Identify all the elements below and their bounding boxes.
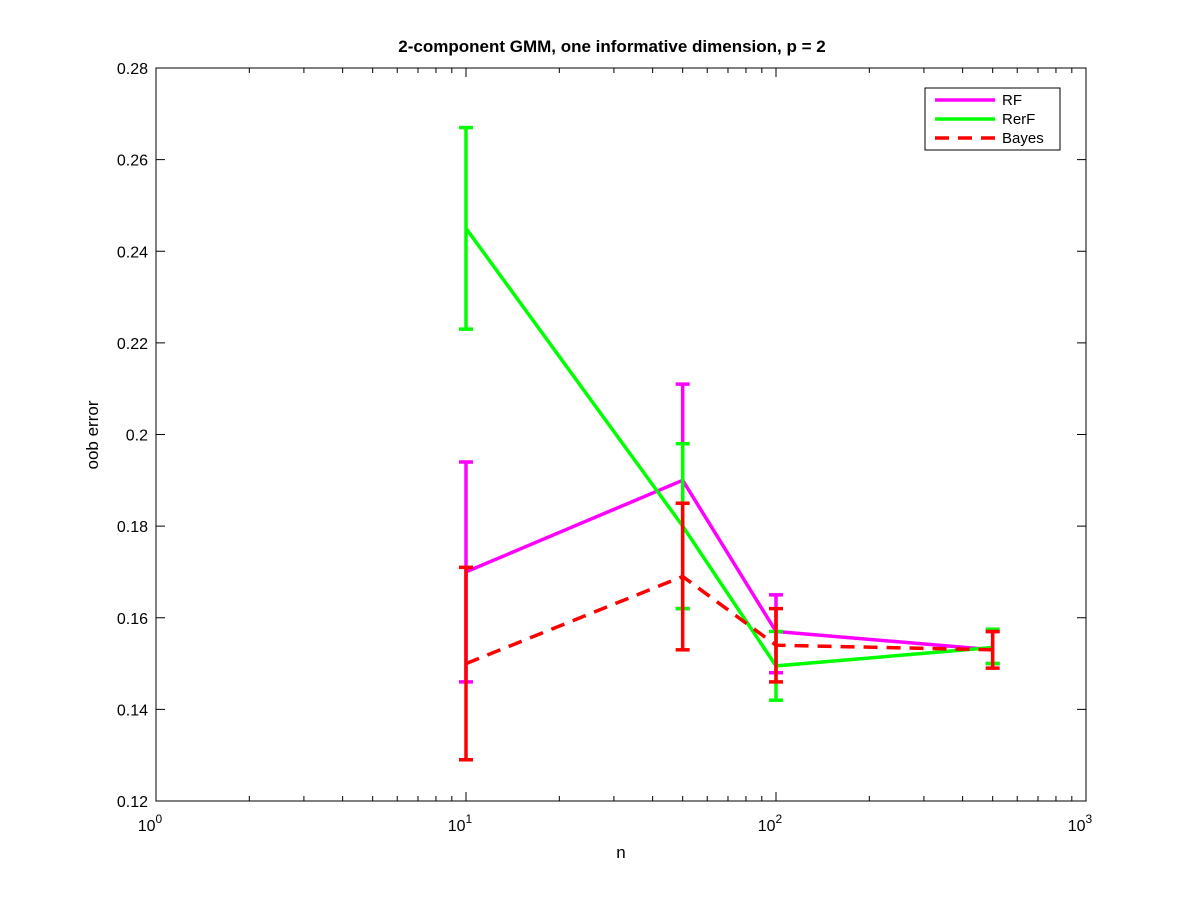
x-tick-exponent: 3 (1086, 812, 1093, 826)
error-bar (675, 501, 690, 652)
x-tick-label: 102 (758, 812, 783, 835)
x-tick-base: 10 (758, 818, 776, 835)
series-layer (459, 125, 1000, 762)
y-axis-label: oob error (83, 400, 102, 469)
series-line-rerf (464, 227, 993, 668)
y-tick-label: 0.12 (117, 794, 148, 811)
x-tick-exponent: 1 (466, 812, 473, 826)
x-tick-exponent: 2 (776, 812, 783, 826)
series-bayes (459, 501, 1000, 762)
legend-label: RF (1002, 92, 1022, 109)
plot-area (155, 67, 1087, 802)
error-bar (769, 606, 783, 684)
error-bar (985, 629, 1000, 670)
series-line-bayes (465, 574, 993, 666)
legend-label: Bayes (1002, 130, 1044, 147)
y-tick-label: 0.22 (117, 336, 148, 353)
x-tick-base: 10 (448, 818, 466, 835)
legend-item-rerf: RerF (935, 111, 1035, 128)
x-tick-base: 10 (1068, 818, 1086, 835)
series-line-rf (465, 478, 993, 652)
error-bar (459, 125, 473, 331)
y-tick-label: 0.28 (117, 61, 148, 78)
legend-item-rf: RF (935, 92, 1022, 109)
y-tick-label: 0.2 (126, 428, 148, 445)
y-tick-labels: 0.12 0.14 0.16 0.18 0.2 0.22 0.24 0.26 0.28 (117, 61, 148, 811)
y-tick-label: 0.14 (117, 702, 148, 719)
error-bar (459, 565, 473, 762)
plot-frame (155, 67, 1087, 802)
y-tick-label: 0.16 (117, 611, 148, 628)
x-tick-label: 101 (448, 812, 473, 835)
x-tick-base: 10 (138, 818, 156, 835)
legend-label: RerF (1002, 111, 1035, 128)
legend: RF RerF Bayes (924, 87, 1061, 151)
x-tick-exponent: 0 (156, 812, 163, 826)
x-axis-label: n (616, 843, 625, 862)
y-tick-label: 0.26 (117, 153, 148, 170)
y-tick-label: 0.18 (117, 519, 148, 536)
y-tick-label: 0.24 (117, 244, 148, 261)
x-tick-label: 100 (138, 812, 163, 835)
chart-title: 2-component GMM, one informative dimensi… (398, 37, 825, 56)
x-tick-labels: 100 101 102 103 (138, 812, 1093, 835)
axis-ticks (155, 67, 1087, 802)
legend-item-bayes: Bayes (935, 130, 1044, 147)
x-tick-label: 103 (1068, 812, 1093, 835)
